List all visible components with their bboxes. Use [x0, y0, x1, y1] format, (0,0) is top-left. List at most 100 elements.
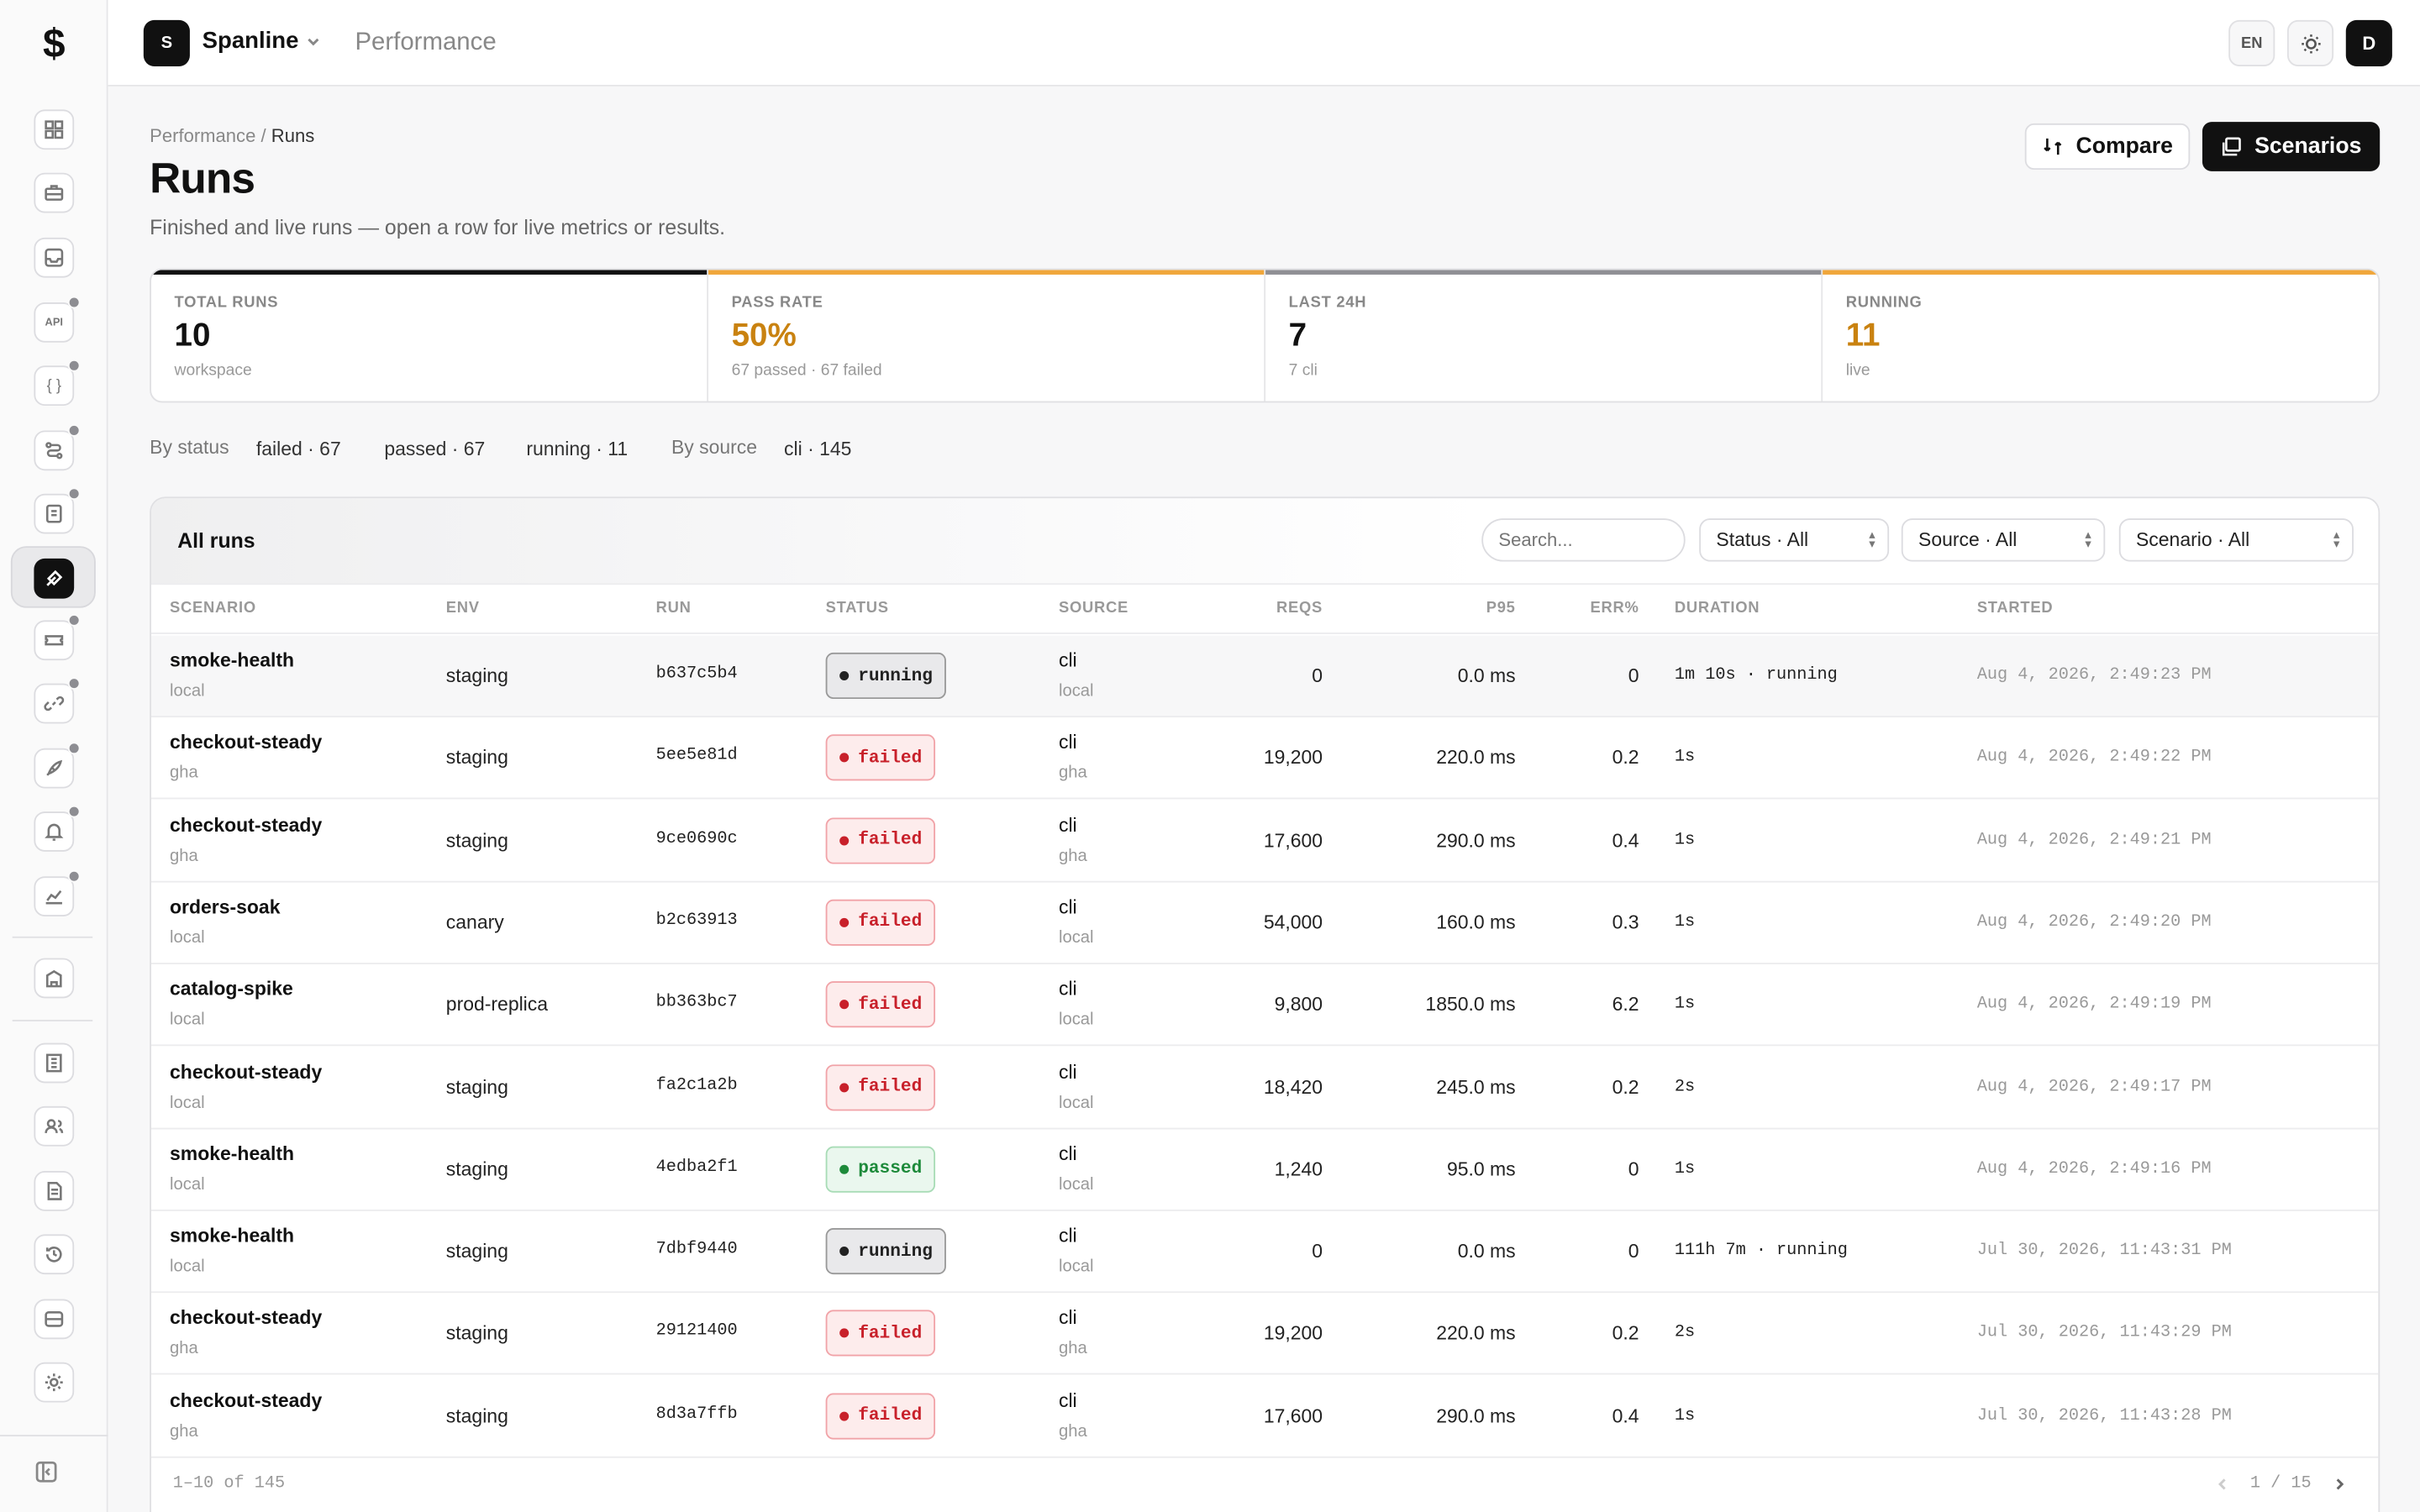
source-select[interactable]: Source · All ▴ ▾	[1901, 518, 2106, 562]
breadcrumb-parent[interactable]: Performance	[150, 124, 256, 147]
sidebar-item-projects[interactable]	[34, 172, 75, 213]
sidebar-item-flows[interactable]	[34, 424, 81, 471]
filter-passed[interactable]: passed · 67	[384, 438, 486, 460]
sidebar-collapse-button[interactable]	[34, 1460, 58, 1484]
ticket-icon	[45, 635, 64, 646]
row-source: cli	[1058, 814, 1077, 836]
header-scenario[interactable]: SCENARIO	[170, 600, 256, 617]
sidebar-item-deploys[interactable]	[34, 742, 81, 789]
chevron-left-icon	[2218, 1478, 2226, 1490]
sidebar-item-schemas[interactable]: { }	[34, 359, 81, 407]
sidebar-item-tickets[interactable]	[34, 614, 81, 661]
sidebar-item-history[interactable]	[34, 1234, 75, 1275]
table-row[interactable]: checkout-steady gha staging 5ee5e81d failed c…	[150, 718, 2379, 800]
table-row[interactable]: smoke-health local staging b637c5b4 running c…	[150, 635, 2379, 718]
row-scenario: checkout-steady	[170, 814, 323, 836]
scenario-select[interactable]: Scenario · All ▴ ▾	[2118, 518, 2354, 562]
status-text: failed	[858, 830, 923, 851]
next-page-button[interactable]	[2330, 1473, 2349, 1495]
row-source: cli	[1058, 978, 1077, 1000]
row-reqs: 19,200	[1263, 1322, 1323, 1345]
header-started[interactable]: STARTED	[1976, 600, 2054, 617]
header-p95[interactable]: P95	[1486, 600, 1516, 617]
workspace-switcher[interactable]	[304, 33, 323, 56]
table-row[interactable]: checkout-steady local staging fa2c1a2b faile…	[150, 1047, 2379, 1129]
header-err[interactable]: ERR%	[1590, 600, 1639, 617]
scenarios-button[interactable]: Scenarios	[2202, 122, 2381, 171]
row-reqs: 9,800	[1274, 994, 1323, 1016]
chevron-right-icon	[2336, 1478, 2344, 1490]
sidebar-item-analytics[interactable]	[34, 869, 81, 916]
table-row[interactable]: checkout-steady gha staging 9ce0690c failed c…	[150, 801, 2379, 882]
sidebar-item-inbox[interactable]	[34, 237, 75, 278]
row-origin: local	[170, 1257, 205, 1277]
row-origin: gha	[170, 764, 198, 783]
header-status[interactable]: STATUS	[825, 600, 889, 617]
row-started: Aug 4, 2026, 2:49:16 PM	[1976, 1159, 2212, 1179]
header-reqs[interactable]: REQS	[1276, 600, 1323, 617]
sidebar-item-reports[interactable]	[34, 1042, 75, 1084]
header-env[interactable]: ENV	[445, 600, 480, 617]
app-logo[interactable]: $	[42, 18, 66, 66]
status-text: failed	[858, 1077, 923, 1097]
sidebar-item-alerts[interactable]	[34, 805, 81, 852]
stats-panel: TOTAL RUNS 10 workspace PASS RATE 50% 67…	[150, 268, 2381, 403]
theme-toggle-button[interactable]	[2286, 19, 2334, 66]
row-env: staging	[445, 1076, 508, 1098]
link-icon	[44, 696, 65, 711]
status-dot	[839, 917, 850, 927]
row-scenario: smoke-health	[170, 649, 295, 671]
filter-failed[interactable]: failed · 67	[255, 438, 341, 460]
prev-page-button[interactable]	[2213, 1473, 2232, 1495]
row-origin: local	[170, 928, 205, 948]
table-row[interactable]: smoke-health local staging 7dbf9440 running c…	[150, 1211, 2379, 1294]
status-text: failed	[858, 1323, 923, 1344]
row-reqs: 17,600	[1263, 1404, 1323, 1427]
table-row[interactable]: checkout-steady gha staging 29121400 failed c…	[150, 1294, 2379, 1376]
status-dot	[67, 424, 81, 437]
table-title: All runs	[177, 528, 255, 553]
stat-meta: 67 passed · 67 failed	[731, 360, 882, 380]
table-row[interactable]: checkout-steady gha staging 8d3a7ffb failed c…	[150, 1376, 2379, 1458]
sidebar-item-dashboard[interactable]	[34, 109, 75, 150]
status-text: failed	[858, 995, 923, 1015]
sidebar-item-checklists[interactable]	[34, 487, 81, 534]
table-row[interactable]: orders-soak local canary b2c63913 failed cli l…	[150, 882, 2379, 964]
workspace-avatar[interactable]: S	[143, 19, 190, 66]
filter-running[interactable]: running · 11	[526, 438, 629, 460]
header-run[interactable]: RUN	[655, 600, 692, 617]
sidebar-item-organization[interactable]	[34, 958, 75, 999]
table-row[interactable]: catalog-spike local prod-replica bb363bc7 fa…	[150, 964, 2379, 1047]
header-duration[interactable]: DURATION	[1674, 600, 1760, 617]
filter-cli[interactable]: cli · 145	[784, 438, 852, 460]
main-content: Performance / Runs Runs Finished and liv…	[108, 87, 2420, 1512]
search-input[interactable]	[1481, 518, 1686, 562]
user-avatar[interactable]: D	[2345, 19, 2392, 66]
sidebar-item-storage[interactable]	[34, 1299, 75, 1340]
table-row[interactable]: smoke-health local staging 4edba2f1 passed cl…	[150, 1129, 2379, 1211]
sidebar-item-settings[interactable]	[34, 1362, 75, 1403]
stat-label: TOTAL RUNS	[174, 294, 279, 312]
status-dot	[839, 1000, 850, 1010]
sidebar-item-performance[interactable]	[10, 546, 96, 608]
status-dot	[67, 487, 81, 501]
status-select[interactable]: Status · All ▴ ▾	[1699, 518, 1890, 562]
workspace-name[interactable]: Spanline	[202, 28, 299, 55]
status-badge: failed	[825, 1063, 936, 1110]
sidebar-item-documents[interactable]	[34, 1171, 75, 1211]
sidebar-item-api[interactable]: API	[34, 296, 81, 343]
row-origin: gha	[170, 1339, 198, 1359]
sidebar-item-links[interactable]	[34, 677, 81, 724]
api-icon: API	[45, 317, 63, 328]
row-err: 0	[1628, 1240, 1639, 1263]
status-text: failed	[858, 748, 923, 769]
header-source[interactable]: SOURCE	[1058, 600, 1128, 617]
language-button[interactable]: EN	[2228, 19, 2275, 66]
sidebar-item-members[interactable]	[34, 1105, 75, 1147]
compare-button[interactable]: Compare	[2024, 123, 2191, 171]
row-run-id: 7dbf9440	[655, 1240, 738, 1259]
row-duration: 1s	[1674, 1406, 1696, 1425]
row-p95: 290.0 ms	[1436, 1404, 1516, 1427]
section-title: Performance	[355, 29, 497, 56]
status-badge: running	[825, 652, 947, 700]
